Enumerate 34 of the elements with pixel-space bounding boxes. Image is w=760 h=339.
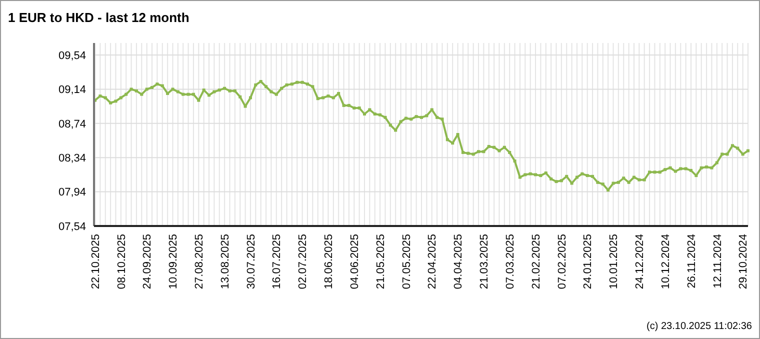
x-tick-label: 30.07.2025 (245, 234, 258, 290)
x-tick-label: 24.09.2025 (142, 234, 154, 290)
x-tick-label: 21.02.2025 (530, 234, 542, 290)
x-tick-label: 07.05.2025 (400, 234, 413, 290)
x-tick-label: 21.05.2025 (374, 234, 387, 290)
x-tick-label: 08.10.2025 (116, 234, 128, 290)
x-tick-label: 26.11.2024 (686, 234, 698, 288)
x-tick-label: 24.01.2025 (582, 234, 594, 290)
x-tick-label: 29.10.2024 (738, 234, 750, 290)
x-tick-label: 27.08.2025 (194, 234, 206, 290)
x-tick-label: 07.03.2025 (504, 234, 516, 290)
x-tick-label: 10.01.2025 (608, 234, 620, 290)
x-tick-label: 13.08.2025 (219, 234, 232, 290)
chart-title: 1 EUR to HKD - last 12 month (8, 10, 190, 25)
x-tick-label: 04.04.2025 (452, 234, 465, 290)
x-tick-label: 22.10.2025 (90, 234, 102, 290)
x-tick-label: 10.12.2024 (660, 234, 672, 290)
x-tick-label: 10.09.2025 (168, 234, 180, 290)
y-tick-label: 09,14 (58, 84, 86, 96)
y-tick-label: 09,54 (58, 50, 86, 62)
x-tick-label: 22.04.2025 (426, 234, 439, 290)
y-tick-label: 08,74 (58, 118, 86, 130)
x-tick-label: 02.07.2025 (297, 234, 310, 290)
x-tick-label: 24.12.2024 (634, 234, 646, 290)
x-tick-label: 07.02.2025 (556, 234, 568, 290)
y-tick-label: 07,54 (58, 220, 86, 233)
text: (c) 23.10.2025 11:02:36 (646, 321, 752, 332)
x-tick-label: 16.07.2025 (271, 234, 284, 290)
y-tick-label: 07,94 (58, 186, 86, 199)
x-tick-label: 18.06.2025 (323, 234, 336, 290)
x-tick-label: 12.11.2024 (712, 234, 724, 288)
x-tick-label: 04.06.2025 (348, 234, 361, 290)
x-tick-label: 21.03.2025 (478, 234, 491, 290)
y-tick-label: 08,34 (58, 152, 86, 164)
